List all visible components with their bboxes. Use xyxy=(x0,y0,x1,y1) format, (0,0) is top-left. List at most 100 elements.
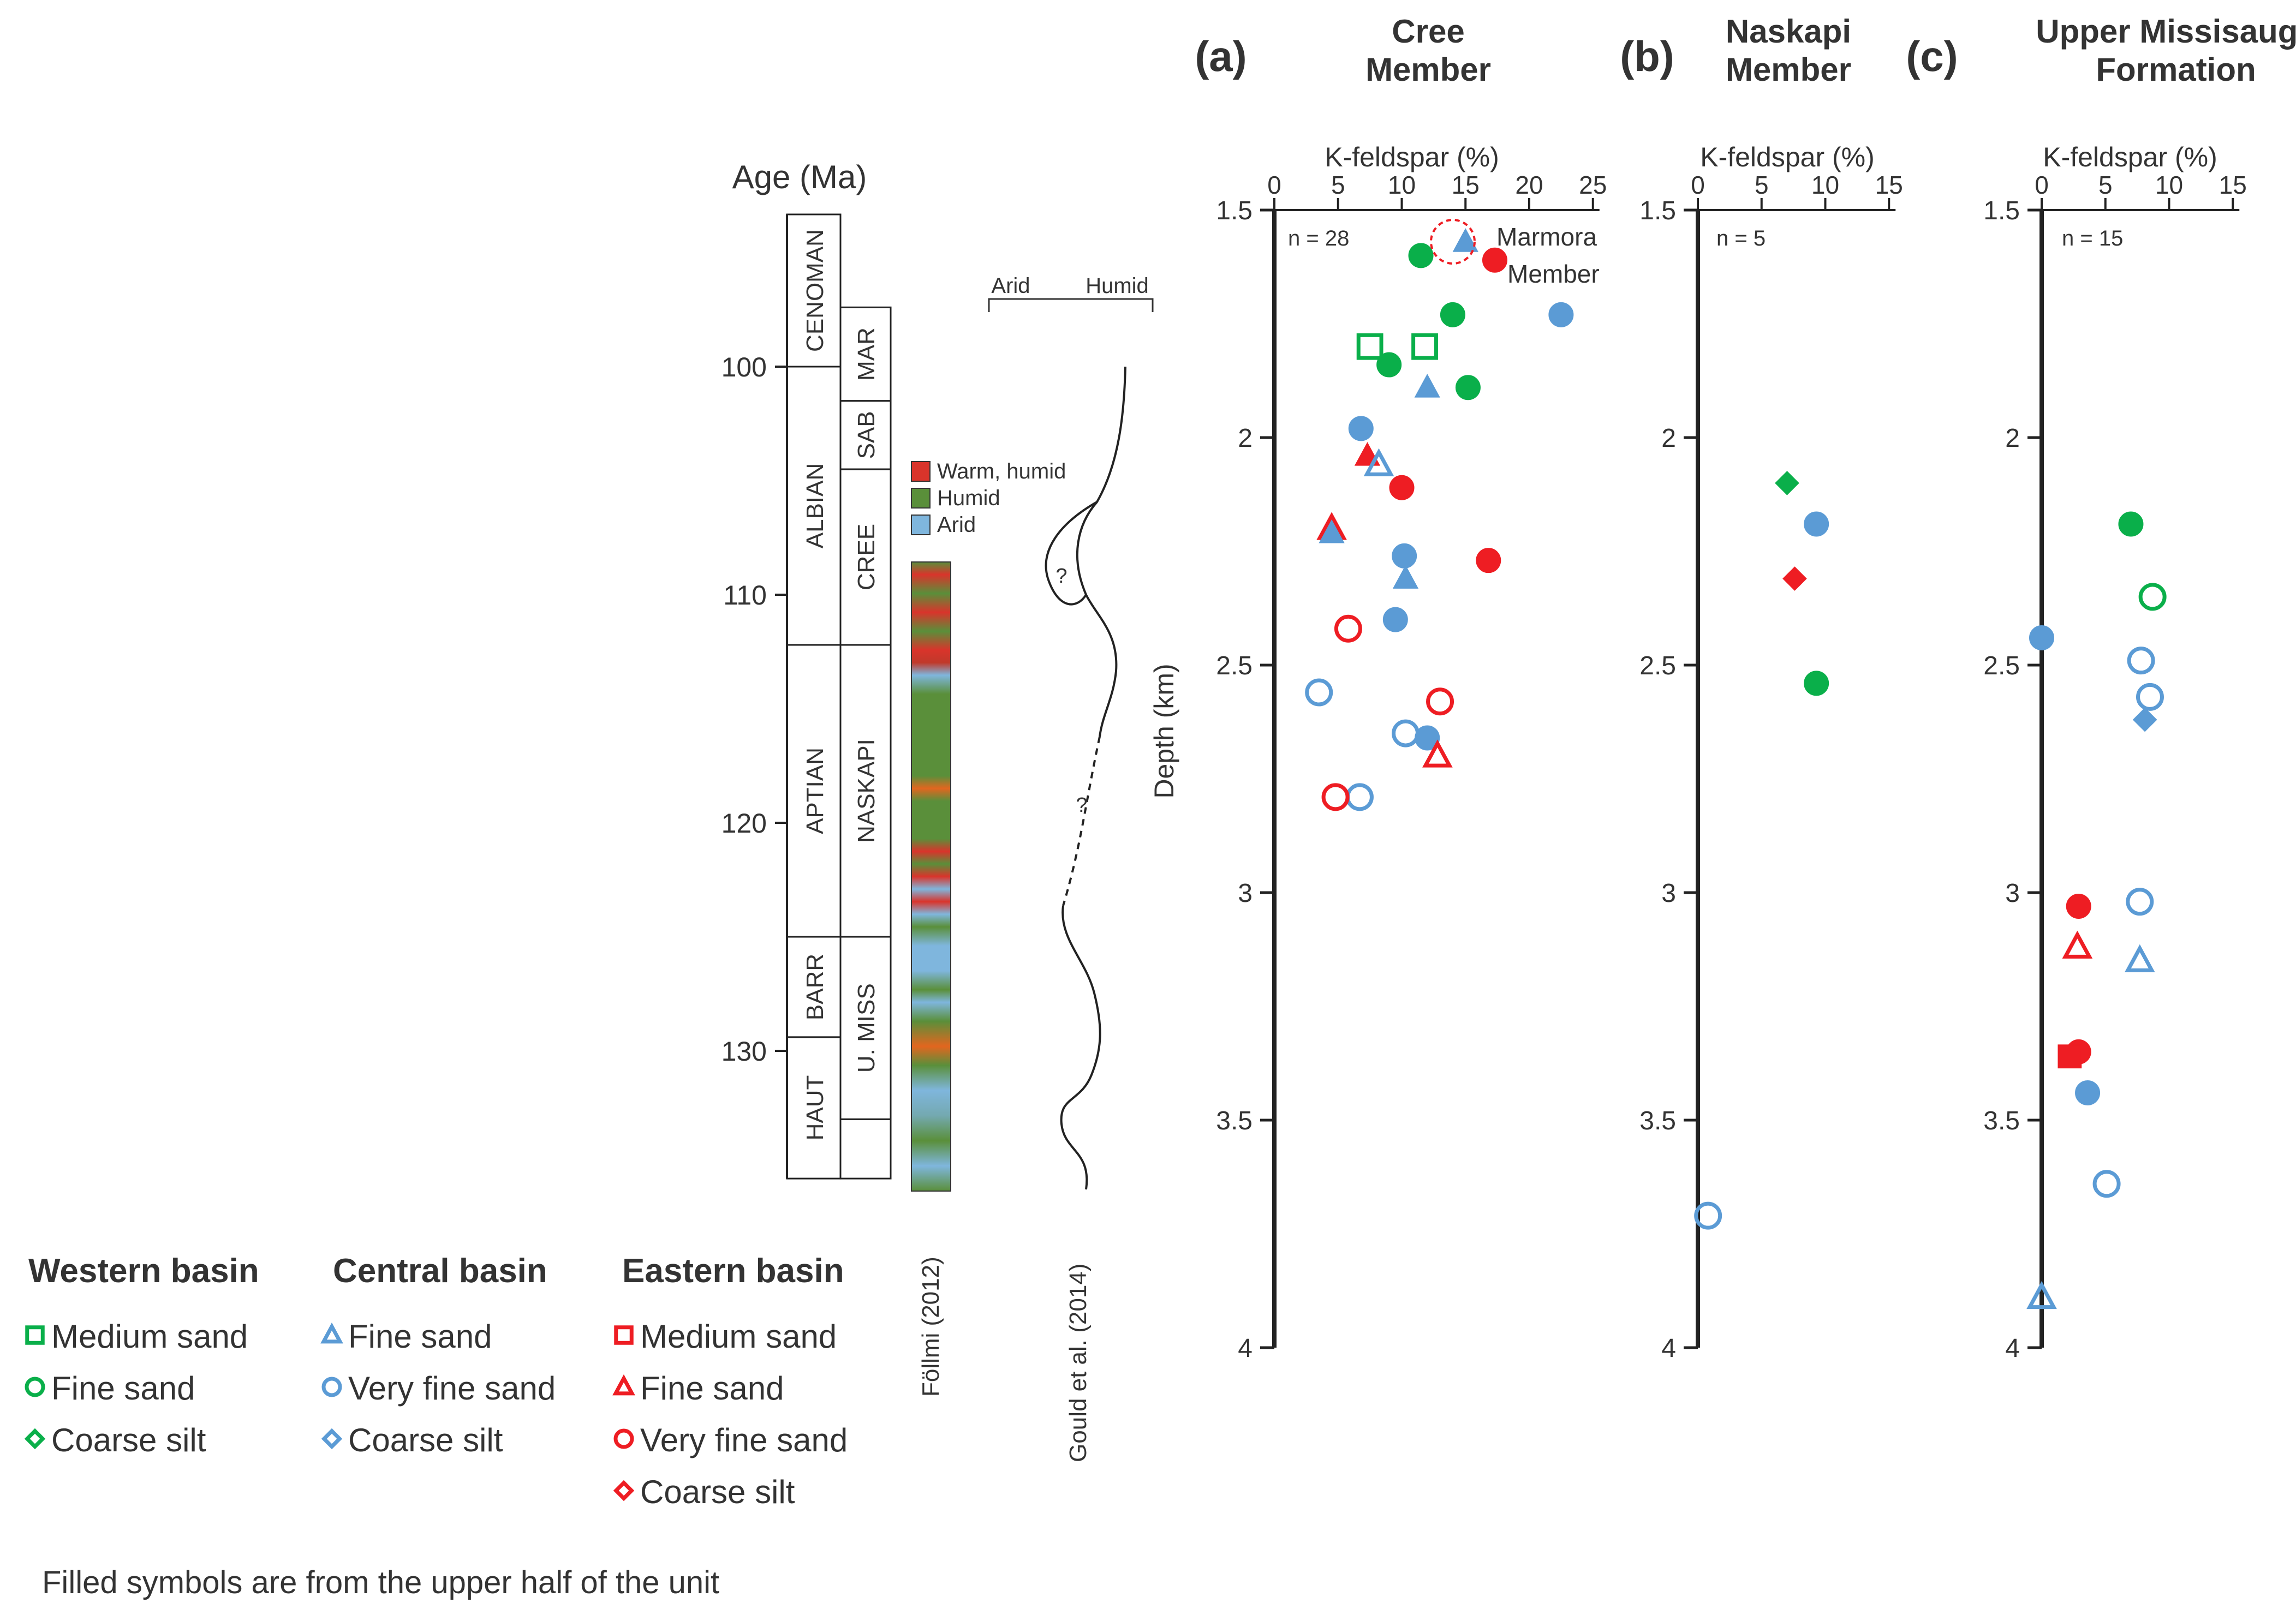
gould-humidity-curve xyxy=(1076,366,1126,737)
data-point xyxy=(1775,471,1799,495)
panel-c-letter: (c) xyxy=(1906,32,1958,80)
legend-symbol xyxy=(25,1377,45,1397)
gould-curve-alternate xyxy=(1045,501,1098,606)
y-tick-label: 3.5 xyxy=(1983,1106,2020,1135)
data-point xyxy=(2127,647,2155,675)
legend-symbol xyxy=(613,1480,635,1502)
data-point xyxy=(2136,683,2164,711)
data-point xyxy=(2066,894,2091,919)
y-tick-label: 1.5 xyxy=(1216,196,1253,225)
panel-b-header: (b) Naskapi Member K-feldspar (%) n = 5 xyxy=(1620,13,1875,250)
data-point xyxy=(2092,1170,2121,1198)
unit-label: MAR xyxy=(853,327,880,381)
data-point xyxy=(2126,888,2154,916)
age-tick-label: 100 xyxy=(721,352,767,382)
legend-item-label: Coarse silt xyxy=(51,1422,206,1458)
panel-c-plot: 0 5 10 15 1.5 2 2.5 3 3.5 4 xyxy=(1983,171,2247,1363)
unit-label: SAB xyxy=(853,411,880,459)
gould-question-mark-2: ? xyxy=(1076,794,1087,817)
data-point xyxy=(1345,783,1374,811)
panel-a-title-line2: Member xyxy=(1365,51,1491,88)
x-tick-label: 10 xyxy=(1811,171,1839,199)
stage-label: BARR xyxy=(802,954,828,1020)
x-tick-label: 5 xyxy=(1331,171,1345,199)
panel-a-n-label: n = 28 xyxy=(1288,226,1349,250)
legend-item-label: Fine sand xyxy=(640,1370,784,1407)
stage-column: CENOMAN ALBIAN APTIAN BARR HAUT xyxy=(786,213,842,1180)
panel-c-title-line2: Formation xyxy=(2096,51,2256,88)
arid-label: Arid xyxy=(937,513,976,537)
data-point xyxy=(1694,1201,1722,1230)
x-tick-label: 10 xyxy=(2155,171,2183,199)
data-point xyxy=(1414,374,1440,398)
data-point xyxy=(2029,625,2054,650)
data-point xyxy=(2026,1281,2057,1309)
marmora-highlight-circle xyxy=(1430,219,1476,265)
x-tick-label: 0 xyxy=(2035,171,2049,199)
arid-swatch xyxy=(911,515,931,535)
legend-symbol xyxy=(614,1325,634,1345)
y-tick-label: 2.5 xyxy=(1216,651,1253,680)
data-point xyxy=(2075,1080,2101,1105)
x-tick-label: 10 xyxy=(1388,171,1416,199)
data-point xyxy=(1392,543,1417,569)
data-point xyxy=(2138,583,2167,611)
age-tick-label: 130 xyxy=(721,1036,767,1067)
legend-symbol xyxy=(320,1322,343,1344)
follmi-label: Föllmi (2012) xyxy=(917,1257,944,1397)
data-point xyxy=(1422,739,1453,768)
panel-b-title-line2: Member xyxy=(1726,51,1851,88)
x-tick-label: 5 xyxy=(1755,171,1769,199)
x-tick-label: 20 xyxy=(1515,171,1543,199)
y-tick-label: 3.5 xyxy=(1216,1106,1253,1135)
data-point xyxy=(1348,416,1374,441)
age-tick-label: 110 xyxy=(723,580,767,611)
y-tick-label: 2 xyxy=(2005,424,2020,453)
panel-a-letter: (a) xyxy=(1195,32,1247,80)
panel-b-plot: 0 5 10 15 1.5 2 2.5 3 3.5 4 xyxy=(1639,171,1903,1363)
data-point xyxy=(1482,247,1507,273)
legend-item-label: Medium sand xyxy=(51,1318,248,1355)
age-axis: 100 110 120 130 xyxy=(721,214,788,1179)
legend-item-label: Very fine sand xyxy=(640,1422,848,1458)
stage-label: HAUT xyxy=(802,1075,828,1141)
legend-item-label: Fine sand xyxy=(51,1370,195,1407)
y-tick-label: 3 xyxy=(1238,879,1253,908)
data-point xyxy=(1426,687,1454,716)
legend-symbol xyxy=(321,1428,343,1450)
x-tick-label: 15 xyxy=(1452,171,1480,199)
stratigraphic-chart: Age (Ma) 100 110 120 130 CENOMAN ALBIAN APTIA… xyxy=(721,159,1154,1462)
panel-b-n-label: n = 5 xyxy=(1716,226,1766,250)
stage-label: ALBIAN xyxy=(802,463,828,549)
marmora-label-line1: Marmora xyxy=(1496,223,1597,251)
data-point xyxy=(1411,333,1438,360)
age-tick-label: 120 xyxy=(721,808,767,839)
data-point xyxy=(1321,783,1350,811)
x-tick-label: 0 xyxy=(1691,171,1705,199)
x-tick-label: 5 xyxy=(2098,171,2113,199)
data-point xyxy=(1389,475,1415,500)
legend-item-label: Very fine sand xyxy=(348,1370,556,1407)
marmora-label-line2: Member xyxy=(1507,260,1600,288)
x-tick-label: 0 xyxy=(1267,171,1281,199)
legend-symbol xyxy=(613,1428,634,1449)
data-point xyxy=(1392,719,1420,747)
legend-item-label: Coarse silt xyxy=(348,1422,503,1458)
gould-question-mark-1: ? xyxy=(1055,565,1067,588)
legend-group-title: Western basin xyxy=(28,1252,259,1290)
legend-item-label: Fine sand xyxy=(348,1318,492,1355)
panel-a-x-label: K-feldspar (%) xyxy=(1325,142,1499,172)
data-point xyxy=(1782,566,1807,591)
data-point xyxy=(1392,565,1419,589)
age-axis-title: Age (Ma) xyxy=(732,159,867,195)
data-point xyxy=(1408,243,1434,268)
humid-label: Humid xyxy=(937,486,1000,510)
panel-c-x-label: K-feldspar (%) xyxy=(2043,142,2217,172)
follmi-climate-bar xyxy=(911,561,951,1192)
y-tick-label: 2 xyxy=(1238,424,1253,453)
panel-a-title-line1: Cree xyxy=(1392,13,1464,50)
warm-humid-label: Warm, humid xyxy=(937,459,1066,483)
y-tick-label: 1.5 xyxy=(1639,196,1676,225)
y-tick-label: 2.5 xyxy=(1639,651,1676,680)
